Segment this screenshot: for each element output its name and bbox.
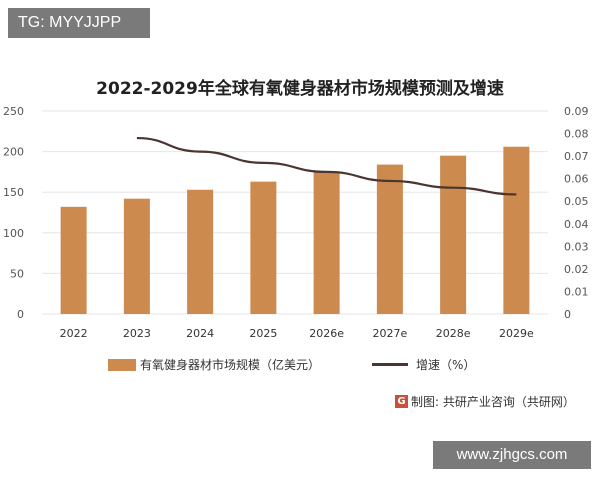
x-ticks: 2022 2023 2024 2025 2026e 2027e 2028e 2029e	[60, 327, 534, 340]
x-tick-label: 2025	[249, 327, 277, 340]
source-credit: G 制图: 共研产业咨询（共研网）	[395, 393, 575, 410]
y-left-ticks: 0 50 100 150 200 250	[3, 105, 24, 321]
x-tick-label: 2026e	[309, 327, 344, 340]
y-right-tick-label: 0.03	[564, 240, 589, 253]
source-logo-icon: G	[395, 395, 408, 408]
bar	[313, 171, 340, 314]
y-left-tick-label: 150	[3, 186, 24, 199]
watermark-tg-label: TG: MYYJJPP	[8, 8, 150, 38]
legend-bar-label: 有氧健身器材市场规模（亿美元）	[140, 358, 321, 372]
y-left-tick-label: 100	[3, 227, 24, 240]
y-right-tick-label: 0.04	[564, 218, 589, 231]
bar	[187, 189, 214, 314]
y-right-tick-label: 0.01	[564, 285, 589, 298]
x-tick-label: 2024	[186, 327, 214, 340]
bar	[250, 181, 277, 314]
chart-title: 2022-2029年全球有氧健身器材市场规模预测及增速	[96, 79, 504, 99]
legend-line-swatch	[372, 363, 408, 366]
watermark-url: www.zjhgcs.com	[433, 441, 591, 469]
x-tick-label: 2029e	[499, 327, 534, 340]
bar	[503, 146, 530, 314]
grid-lines	[42, 110, 548, 315]
legend-line-label: 增速（%）	[416, 358, 476, 372]
y-left-tick-label: 250	[3, 105, 24, 118]
y-right-ticks: 0 0.01 0.02 0.03 0.04 0.05 0.06 0.07 0.08 0.09	[564, 105, 589, 321]
legend-bar-item: 有氧健身器材市场规模（亿美元）	[108, 356, 320, 373]
y-right-tick-label: 0	[564, 308, 571, 321]
x-tick-label: 2028e	[436, 327, 471, 340]
y-right-tick-label: 0.07	[564, 150, 589, 163]
legend-bar-swatch	[108, 358, 136, 371]
y-left-tick-label: 200	[3, 146, 24, 159]
growth-line-group	[136, 136, 517, 196]
y-right-tick-label: 0.09	[564, 105, 589, 118]
legend-line-item: 增速（%）	[372, 356, 475, 373]
bar	[123, 198, 150, 314]
source-label: 制图: 共研产业咨询（共研网）	[411, 395, 575, 409]
y-right-tick-label: 0.08	[564, 128, 589, 141]
y-right-tick-label: 0.05	[564, 195, 589, 208]
bar	[376, 164, 403, 314]
x-tick-label: 2027e	[372, 327, 407, 340]
y-right-tick-label: 0.06	[564, 173, 589, 186]
bar	[440, 155, 467, 314]
bar	[60, 206, 87, 314]
y-right-tick-label: 0.02	[564, 263, 589, 276]
x-tick-label: 2023	[123, 327, 151, 340]
y-left-tick-label: 0	[17, 308, 24, 321]
y-left-tick-label: 50	[10, 267, 24, 280]
x-tick-label: 2022	[60, 327, 88, 340]
bars-group	[60, 146, 530, 314]
